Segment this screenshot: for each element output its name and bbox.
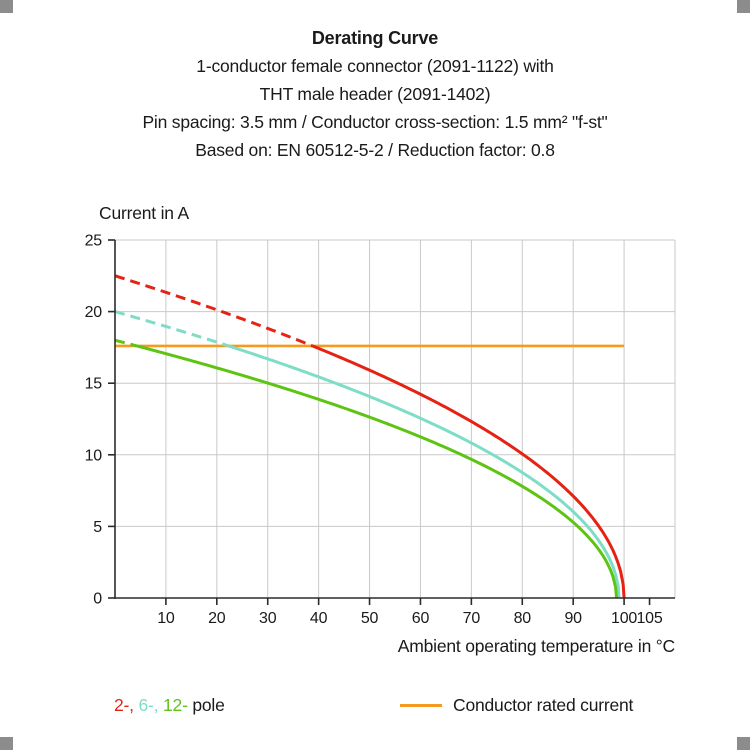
x-axis-title: Ambient operating temperature in °C xyxy=(397,636,675,656)
x-tick-label: 30 xyxy=(259,610,277,627)
corner-marker xyxy=(737,737,750,750)
y-tick-label: 5 xyxy=(93,519,102,536)
legend-pole-segment: 12- xyxy=(163,695,193,715)
curve-2-pole-dashed xyxy=(114,274,314,348)
chart-subtitle-line-4: Based on: EN 60512-5-2 / Reduction facto… xyxy=(195,140,555,160)
chart-subtitle-line-2: THT male header (2091-1402) xyxy=(259,84,491,104)
corner-marker xyxy=(0,737,13,750)
curve-6-pole-dashed xyxy=(114,310,230,348)
x-tick-label: 100 xyxy=(611,610,637,627)
y-tick-label: 25 xyxy=(85,233,103,250)
x-tick-label: 10 xyxy=(157,610,175,627)
chart-header: Derating Curve 1-conductor female connec… xyxy=(0,24,750,164)
x-tick-label: 90 xyxy=(564,610,582,627)
x-tick-label: 105 xyxy=(636,610,662,627)
x-tick-label: 80 xyxy=(514,610,532,627)
legend-rated: Conductor rated current xyxy=(400,695,633,716)
chart-subtitle-line-1: 1-conductor female connector (2091-1122)… xyxy=(196,56,554,76)
curve-2-pole xyxy=(312,344,626,599)
curve-12-pole xyxy=(136,344,618,599)
y-tick-label: 20 xyxy=(85,304,103,321)
rated-current-line-swatch xyxy=(400,704,442,707)
corner-marker xyxy=(737,0,750,13)
corner-marker xyxy=(0,0,13,13)
curve-12-pole-dashed xyxy=(114,338,138,348)
legend-pole-labels: 2-, 6-, 12- pole xyxy=(114,695,225,716)
x-tick-label: 60 xyxy=(412,610,430,627)
derating-chart: 10 20 30 40 50 60 70 80 90 100 105 0 5 10 15 20 25 xyxy=(85,233,676,627)
x-tick-label: 70 xyxy=(463,610,481,627)
chart-subtitle-line-3: Pin spacing: 3.5 mm / Conductor cross-se… xyxy=(142,112,608,132)
legend-pole-segment: pole xyxy=(192,695,225,715)
x-tick-label: 50 xyxy=(361,610,379,627)
chart-title: Derating Curve xyxy=(311,28,439,48)
rated-current-label: Conductor rated current xyxy=(453,695,634,715)
curve-6-pole xyxy=(228,344,621,599)
legend-pole-segment: 2-, xyxy=(114,695,139,715)
y-tick-label: 15 xyxy=(85,376,103,393)
x-tick-label: 20 xyxy=(208,610,226,627)
y-tick-label: 0 xyxy=(93,591,102,608)
y-tick-label: 10 xyxy=(85,447,103,464)
x-tick-label: 40 xyxy=(310,610,328,627)
y-axis-title: Current in A xyxy=(99,203,190,223)
legend-pole-segment: 6-, xyxy=(138,695,163,715)
